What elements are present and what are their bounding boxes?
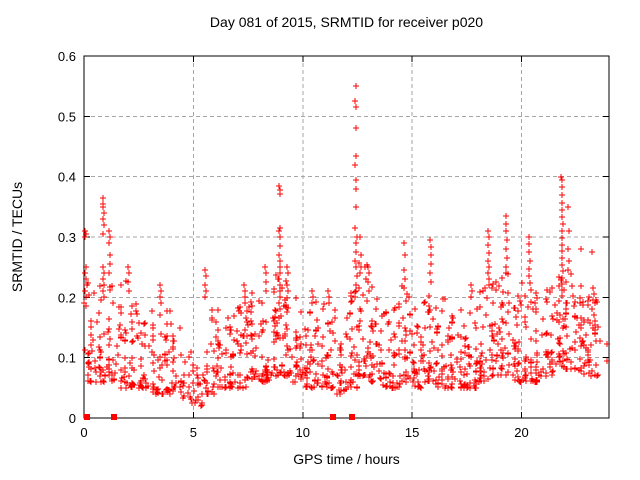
svg-text:10: 10	[296, 425, 310, 440]
svg-text:0.4: 0.4	[58, 170, 76, 185]
svg-text:5: 5	[190, 425, 197, 440]
svg-text:0.5: 0.5	[58, 109, 76, 124]
svg-text:0.3: 0.3	[58, 230, 76, 245]
svg-text:0.1: 0.1	[58, 351, 76, 366]
chart-title: Day 081 of 2015, SRMTID for receiver p02…	[209, 14, 484, 30]
svg-text:15: 15	[405, 425, 419, 440]
svg-text:0: 0	[69, 411, 76, 426]
svg-text:20: 20	[514, 425, 528, 440]
x-tick-labels: 0 5 10 15 20	[80, 425, 528, 440]
svg-text:0.6: 0.6	[58, 49, 76, 64]
y-axis-label: SRMTID / TECUs	[9, 181, 25, 293]
svg-text:0.2: 0.2	[58, 290, 76, 305]
grid-lines	[84, 56, 609, 418]
zero-value-markers	[84, 414, 355, 420]
x-axis-label: GPS time / hours	[293, 451, 400, 467]
scatter-points	[81, 83, 610, 409]
y-tick-labels: 0 0.1 0.2 0.3 0.4 0.5 0.6	[58, 49, 76, 426]
svg-text:0: 0	[80, 425, 87, 440]
